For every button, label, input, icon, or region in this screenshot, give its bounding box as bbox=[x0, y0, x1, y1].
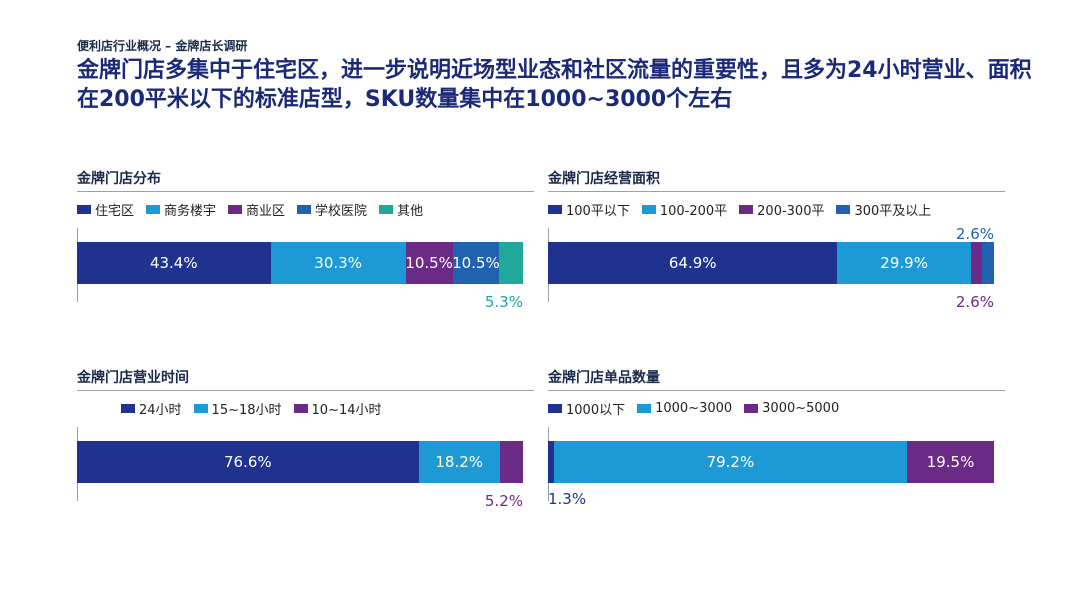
legend-item: 1000以下 bbox=[548, 399, 625, 418]
bar-segment bbox=[499, 441, 523, 483]
bar-segment bbox=[452, 242, 500, 284]
legend-label: 300平及以上 bbox=[854, 204, 932, 219]
data-label: 79.2% bbox=[706, 453, 755, 471]
data-label: 43.4% bbox=[149, 254, 198, 272]
legend-label: 10~14小时 bbox=[311, 403, 382, 418]
data-label: 30.3% bbox=[314, 254, 362, 272]
data-label: 2.6% bbox=[955, 225, 994, 243]
chart-panel-store-location: 金牌门店分布 住宅区 商务楼宇 商业区 学校医院 其他 43.4% 30.3% 10.5% 1… bbox=[77, 168, 534, 343]
data-label: 1.3% bbox=[548, 490, 587, 508]
legend-item: 学校医院 bbox=[297, 200, 367, 219]
legend-label: 100平以下 bbox=[566, 204, 630, 219]
legend-swatch bbox=[641, 205, 656, 214]
section-kicker: 便利店行业概况 – 金牌店长调研 bbox=[77, 39, 248, 53]
bar-segment bbox=[77, 441, 419, 483]
chart-title: 金牌门店分布 bbox=[77, 171, 161, 187]
legend-label: 3000~5000 bbox=[762, 401, 840, 416]
page-headline: 金牌门店多集中于住宅区，进一步说明近场型业态和社区流量的重要性，且多为24小时营… bbox=[77, 58, 1032, 112]
stacked-bar bbox=[548, 242, 994, 284]
legend-label: 其他 bbox=[397, 204, 424, 219]
bar-segment bbox=[77, 242, 271, 284]
bar-segment bbox=[553, 441, 908, 483]
bar-segment bbox=[418, 441, 500, 483]
data-label: 64.9% bbox=[668, 254, 717, 272]
bar-segment bbox=[270, 242, 406, 284]
data-label: 19.5% bbox=[926, 453, 975, 471]
data-label: 18.2% bbox=[435, 453, 484, 471]
legend-swatch bbox=[637, 404, 652, 413]
data-label: 76.6% bbox=[223, 453, 272, 471]
legend-swatch bbox=[836, 205, 851, 214]
title-divider bbox=[77, 191, 534, 192]
legend: 100平以下 100-200平 200-300平 300平及以上 bbox=[548, 200, 943, 219]
legend-item: 200-300平 bbox=[739, 200, 824, 219]
legend-swatch bbox=[77, 205, 91, 214]
legend-label: 15~18小时 bbox=[211, 403, 282, 418]
bar-segment bbox=[405, 242, 453, 284]
legend: 24小时 15~18小时 10~14小时 bbox=[121, 399, 394, 418]
legend-item: 3000~5000 bbox=[744, 399, 839, 418]
legend-swatch bbox=[379, 205, 394, 214]
legend-label: 100-200平 bbox=[659, 204, 728, 219]
legend-item: 商务楼宇 bbox=[146, 200, 216, 219]
legend: 1000以下 1000~3000 3000~5000 bbox=[548, 399, 851, 418]
bar-segment bbox=[907, 441, 994, 483]
legend-item: 1000~3000 bbox=[637, 399, 732, 418]
legend-label: 1000以下 bbox=[566, 403, 626, 418]
legend-label: 1000~3000 bbox=[655, 401, 733, 416]
legend-item: 住宅区 bbox=[77, 200, 134, 219]
data-label: 10.5% bbox=[452, 254, 500, 272]
legend-swatch bbox=[193, 404, 208, 413]
data-label: 2.6% bbox=[955, 293, 994, 311]
legend-swatch bbox=[293, 404, 308, 413]
legend-swatch bbox=[548, 404, 562, 413]
legend-swatch bbox=[121, 404, 135, 413]
chart-panel-sku-count: 金牌门店单品数量 1000以下 1000~3000 3000~5000 1.3% 79… bbox=[548, 367, 1005, 542]
bar-segment bbox=[499, 242, 523, 284]
legend-item: 100-200平 bbox=[641, 200, 728, 219]
legend-label: 商务楼宇 bbox=[164, 204, 217, 219]
chart-panel-business-hours: 金牌门店营业时间 24小时 15~18小时 10~14小时 76.6% 18.2% 5.… bbox=[77, 367, 534, 542]
data-label: 10.5% bbox=[405, 254, 453, 272]
chart-title: 金牌门店营业时间 bbox=[77, 370, 189, 386]
legend-swatch bbox=[297, 205, 312, 214]
bar-segment bbox=[837, 242, 971, 284]
legend-label: 住宅区 bbox=[95, 204, 135, 219]
title-divider bbox=[77, 390, 534, 391]
legend-label: 商业区 bbox=[246, 204, 286, 219]
legend-label: 24小时 bbox=[139, 403, 182, 418]
legend-item: 24小时 bbox=[121, 399, 182, 418]
stacked-bar bbox=[77, 242, 523, 284]
legend-swatch bbox=[739, 205, 754, 214]
title-divider bbox=[548, 191, 1005, 192]
legend-item: 10~14小时 bbox=[293, 399, 382, 418]
legend-item: 15~18小时 bbox=[193, 399, 282, 418]
stacked-bar bbox=[77, 441, 523, 483]
data-label: 29.9% bbox=[880, 254, 928, 272]
data-label: 5.2% bbox=[484, 492, 523, 510]
data-label: 5.3% bbox=[484, 293, 523, 311]
legend-item: 100平以下 bbox=[548, 200, 630, 219]
title-divider bbox=[548, 390, 1005, 391]
bar-segment bbox=[970, 242, 983, 284]
bar-segment bbox=[982, 242, 994, 284]
legend: 住宅区 商务楼宇 商业区 学校医院 其他 bbox=[77, 200, 435, 219]
legend-item: 商业区 bbox=[228, 200, 285, 219]
stacked-bar bbox=[548, 441, 994, 483]
legend-swatch bbox=[744, 404, 759, 413]
chart-title: 金牌门店经营面积 bbox=[548, 171, 660, 187]
legend-item: 300平及以上 bbox=[836, 200, 931, 219]
chart-panel-store-area: 金牌门店经营面积 100平以下 100-200平 200-300平 300平及以上 6… bbox=[548, 168, 1005, 343]
legend-swatch bbox=[548, 205, 562, 214]
chart-title: 金牌门店单品数量 bbox=[548, 370, 660, 386]
legend-swatch bbox=[146, 205, 161, 214]
legend-item: 其他 bbox=[379, 200, 423, 219]
bar-segment bbox=[548, 242, 838, 284]
legend-label: 200-300平 bbox=[757, 204, 825, 219]
legend-swatch bbox=[228, 205, 243, 214]
bar-segment bbox=[548, 441, 554, 483]
legend-label: 学校医院 bbox=[315, 204, 368, 219]
